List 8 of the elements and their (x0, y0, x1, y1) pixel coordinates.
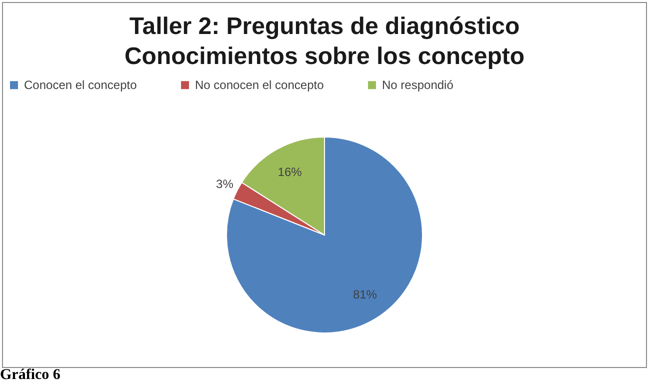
legend-label: No respondió (382, 78, 454, 92)
data-label: 16% (278, 164, 302, 179)
chart-title: Taller 2: Preguntas de diagnóstico Conocimientos sobre los concepto (124, 13, 525, 70)
text: Gráfico 6 (0, 367, 60, 384)
data-label: 3% (216, 177, 234, 192)
legend-label: No conocen el concepto (195, 78, 324, 92)
data-label: 81% (352, 288, 378, 302)
legend-label: Conocen el concepto (24, 78, 138, 92)
